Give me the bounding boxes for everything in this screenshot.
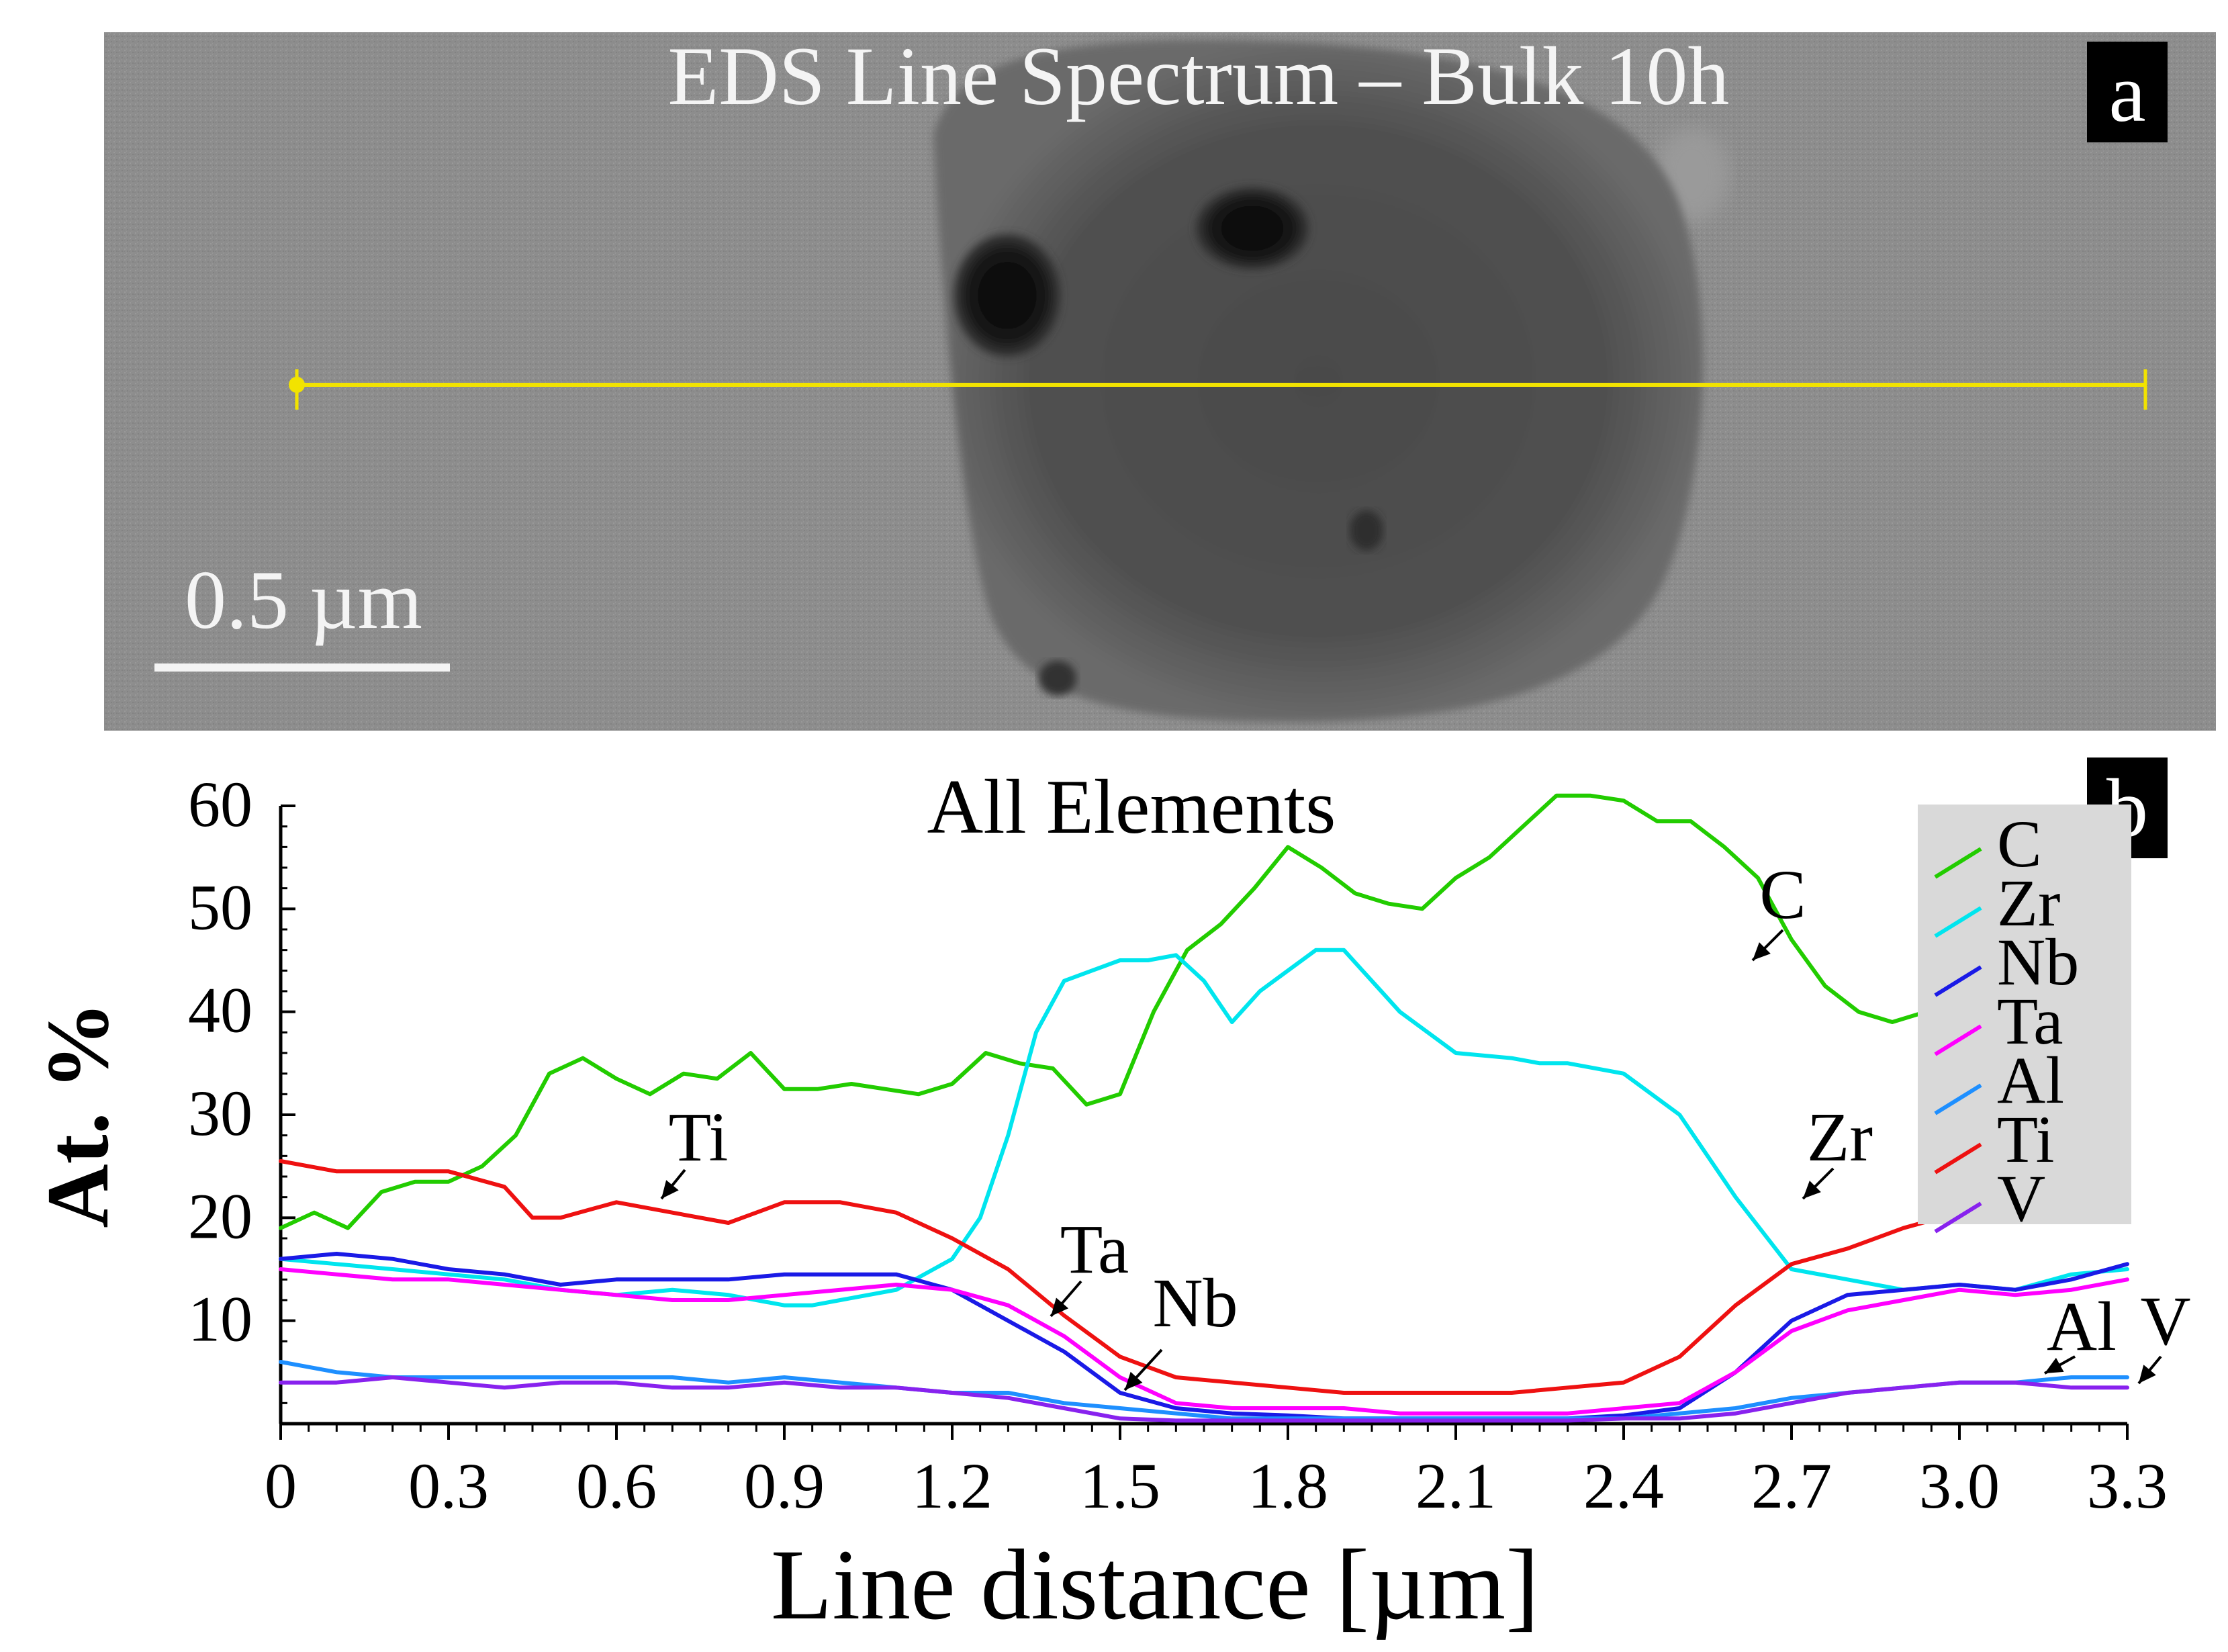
series-line-c <box>279 793 1995 1230</box>
x-tick-label: 2.4 <box>1583 1450 1664 1522</box>
panel-a-title: EDS Line Spectrum – Bulk 10h <box>668 30 1730 122</box>
x-tick-label: 1.5 <box>1080 1450 1160 1522</box>
annotation-label-c: C <box>1759 856 1806 933</box>
axes: 10 20 30 40 50 60 0 0.3 0.6 0.9 1.2 1.5 1.8 2.1 2.4 2.… <box>188 768 2168 1522</box>
legend-swatch <box>1934 906 1982 938</box>
x-tick-label: 2.1 <box>1415 1450 1496 1522</box>
series-line-ta <box>279 1267 2129 1416</box>
series-line-v <box>279 1375 2129 1423</box>
panel-a-label: a <box>2108 47 2145 139</box>
annotation-label-ti: Ti <box>669 1099 729 1176</box>
legend-label: Nb <box>1997 925 2079 999</box>
y-tick-label: 50 <box>188 871 252 943</box>
legend-label: Ta <box>1997 984 2063 1058</box>
line-scan-marker <box>289 369 2147 410</box>
legend-item-v[interactable]: V <box>1934 1161 2045 1236</box>
dark-inclusion-2 <box>1195 187 1309 270</box>
legend-swatch <box>1934 965 1982 997</box>
series-group <box>279 793 2129 1423</box>
legend-label: C <box>1997 807 2042 881</box>
x-tick-label: 3.0 <box>1919 1450 2000 1522</box>
legend-label: Zr <box>1997 866 2060 940</box>
carbide-particle <box>933 40 1704 723</box>
legend-swatch <box>1934 1201 1982 1234</box>
x-tick-label: 1.8 <box>1248 1450 1328 1522</box>
legend-label: Ti <box>1997 1102 2054 1177</box>
annotation-label-al: Al <box>2047 1288 2117 1365</box>
scale-bar <box>154 663 450 672</box>
x-tick-label: 1.2 <box>912 1450 992 1522</box>
annotation-arrowhead <box>1753 942 1771 960</box>
legend-label: V <box>1997 1161 2045 1236</box>
annotation-arrowhead <box>1051 1297 1069 1316</box>
annotation-arrowhead <box>1803 1181 1821 1199</box>
annotation-arrowhead <box>661 1180 679 1199</box>
x-tick-label: 0.9 <box>744 1450 825 1522</box>
annotation-label-ta: Ta <box>1060 1211 1129 1288</box>
annotation-label-nb: Nb <box>1152 1265 1238 1342</box>
x-tick-label: 0 <box>265 1450 297 1522</box>
legend-swatch <box>1934 847 1982 879</box>
legend-swatch <box>1934 1142 1982 1175</box>
legend-box <box>1918 805 2131 1224</box>
legend-swatch <box>1934 1083 1982 1115</box>
y-tick-label: 40 <box>188 974 252 1046</box>
x-ticks: 0 0.3 0.6 0.9 1.2 1.5 1.8 2.1 2.4 2.7 3.0 3.3 <box>265 1424 2168 1522</box>
y-tick-label: 60 <box>188 768 252 840</box>
x-tick-label: 3.3 <box>2087 1450 2168 1522</box>
annotation-arrowhead <box>2139 1365 2156 1383</box>
scale-bar-label: 0.5 µm <box>185 554 422 646</box>
series-line-al <box>279 1360 2129 1421</box>
legend-item-c[interactable]: C <box>1934 807 2042 881</box>
legend-item-ta[interactable]: Ta <box>1934 984 2063 1058</box>
dark-inclusion-3 <box>1350 510 1383 551</box>
annotation-label-v: V <box>2140 1283 2190 1360</box>
panel-a-label-box <box>2087 42 2168 142</box>
dark-inclusion-4 <box>1039 661 1076 696</box>
annotation-arrowhead <box>2045 1357 2064 1373</box>
legend-label: Al <box>1997 1043 2064 1117</box>
legend-swatch <box>1934 1024 1982 1056</box>
series-line-ti <box>279 1159 2045 1395</box>
x-tick-label: 0.6 <box>576 1450 657 1522</box>
x-tick-label: 2.7 <box>1751 1450 1832 1522</box>
y-tick-label: 10 <box>188 1283 252 1355</box>
series-line-zr <box>279 948 2129 1307</box>
annotation-label-zr: Zr <box>1807 1099 1873 1176</box>
y-axis-label: At. % <box>28 1001 127 1228</box>
y-tick-label: 30 <box>188 1077 252 1149</box>
x-tick-label: 0.3 <box>408 1450 489 1522</box>
legend-item-nb[interactable]: Nb <box>1934 925 2079 999</box>
annotation-arrowhead <box>1125 1371 1143 1390</box>
sem-image-panel: EDS Line Spectrum – Bulk 10h a 0.5 µm <box>104 30 2216 731</box>
legend-item-al[interactable]: Al <box>1934 1043 2064 1117</box>
dark-inclusion-1 <box>954 234 1061 357</box>
series-line-nb <box>279 1252 2129 1421</box>
x-axis-label: Line distance [µm] <box>771 1529 1539 1641</box>
legend-item-zr[interactable]: Zr <box>1934 866 2060 940</box>
legend-item-ti[interactable]: Ti <box>1934 1102 2054 1177</box>
y-tick-label: 20 <box>188 1180 252 1252</box>
chart-title: All Elements <box>927 764 1336 850</box>
